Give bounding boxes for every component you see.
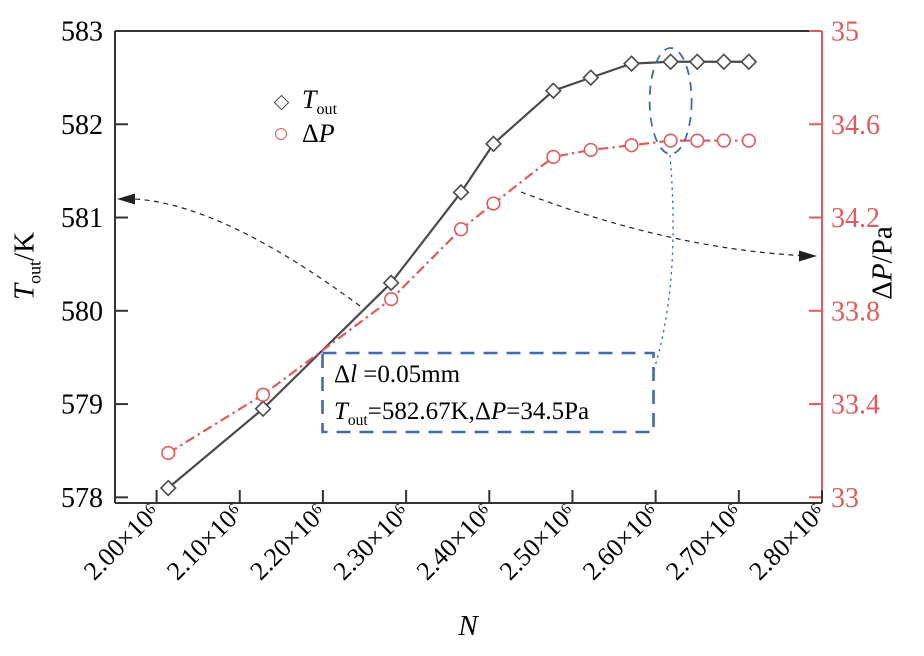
x-tick-label: 2.60×10⁶	[577, 498, 665, 586]
y-right-tick-label: 34.2	[831, 203, 880, 234]
highlight-ellipse	[648, 47, 693, 155]
y-left-tick-label: 579	[61, 390, 103, 421]
dp-data-point	[663, 133, 678, 148]
y-right-prefix: Δ	[866, 281, 899, 300]
y-right-symbol: P	[866, 263, 899, 282]
legend-dp-marker	[272, 128, 290, 140]
annotation-l-symbol: l	[350, 361, 358, 388]
tout-data-point	[452, 183, 470, 201]
dp-data-point	[690, 133, 705, 148]
dp-data-point	[741, 133, 756, 148]
tout-data-point	[688, 53, 706, 71]
dp-data-point	[255, 387, 271, 402]
legend: Tout ΔP	[272, 85, 337, 150]
dp-data-point	[161, 445, 176, 461]
x-tick-label: 2.80×10⁶	[743, 498, 831, 586]
legend-dp-symbol: P	[318, 119, 335, 148]
tout-data-point	[662, 53, 680, 71]
y-axis-left-title: Tout/K	[9, 232, 46, 300]
ellipse-leader-line	[652, 154, 674, 374]
dp-data-point	[583, 142, 598, 158]
legend-tout-subscript: out	[316, 101, 338, 119]
annotation-t-subscript: out	[347, 412, 368, 429]
tout-data-point	[254, 400, 272, 418]
y-right-tick-label: 33	[831, 483, 859, 514]
x-tick-label: 2.30×10⁶	[328, 498, 416, 586]
dp-data-point	[716, 133, 731, 148]
dp-data-point	[486, 196, 501, 211]
diamond-marker-icon	[273, 94, 289, 110]
tout-data-point	[623, 55, 640, 73]
dp-data-point	[384, 292, 399, 307]
tout-data-point	[382, 274, 400, 292]
x-tick-label: 2.50×10⁶	[494, 498, 582, 586]
legend-dp-label: ΔP	[302, 119, 335, 149]
x-axis-title: N	[458, 610, 477, 643]
annotation-box-text: Δl =0.05mm Tout=582.67K,ΔP=34.5Pa	[334, 356, 589, 439]
right-axis-pointer-arrow	[520, 191, 801, 257]
legend-tout-marker	[272, 94, 290, 110]
annotation-t-symbol: T	[334, 398, 348, 425]
x-tick-label: 2.40×10⁶	[411, 498, 499, 586]
dp-data-point	[624, 138, 639, 153]
circle-marker-icon	[275, 128, 287, 140]
annotation-delta: Δ	[334, 361, 351, 388]
legend-item-tout: Tout	[272, 85, 337, 119]
y-axis-right-title: ΔP/Pa	[867, 226, 900, 299]
annotation-p-value: =34.5Pa	[506, 398, 590, 425]
y-right-tick-label: 33.4	[831, 390, 880, 421]
tout-data-point	[159, 479, 177, 497]
dp-data-point	[453, 222, 469, 237]
y-left-tick-label: 578	[61, 483, 103, 514]
left-axis-arrowhead-icon	[117, 193, 135, 205]
legend-item-dp: ΔP	[272, 118, 337, 150]
tout-data-point	[715, 53, 733, 71]
y-right-tick-label: 34.6	[831, 110, 880, 141]
annotation-l-value: =0.05mm	[357, 361, 461, 388]
y-left-symbol: T	[8, 283, 41, 301]
y-left-tick-label: 580	[61, 296, 103, 327]
legend-tout-symbol: T	[302, 84, 317, 114]
x-axis-symbol: N	[458, 610, 478, 642]
legend-dp-prefix: Δ	[302, 119, 319, 148]
tout-data-point	[485, 135, 502, 153]
x-tick-label: 2.70×10⁶	[660, 498, 748, 586]
right-axis-arrowhead-icon	[799, 250, 817, 262]
y-left-tick-label: 581	[61, 203, 103, 234]
annotation-box-frame	[321, 351, 655, 434]
y-left-tick-label: 582	[61, 110, 103, 141]
annotation-p-symbol: P	[490, 398, 507, 425]
annotation-line-2: Tout=582.67K,ΔP=34.5Pa	[334, 393, 589, 439]
y-right-tick-label: 33.8	[831, 296, 880, 327]
y-left-tick-label: 583	[61, 17, 103, 48]
annotation-line-1: Δl =0.05mm	[334, 356, 589, 393]
x-tick-label: 2.10×10⁶	[161, 498, 249, 586]
y-right-unit: /Pa	[866, 226, 899, 264]
annotation-t-value: =582.67K,Δ	[367, 398, 491, 425]
legend-tout-label: Tout	[302, 85, 337, 119]
y-left-unit: /K	[8, 231, 41, 261]
left-axis-pointer-arrow	[133, 198, 361, 307]
dp-data-point	[546, 149, 561, 165]
y-left-subscript: out	[24, 260, 45, 284]
tout-data-point	[544, 82, 562, 100]
y-right-tick-label: 35	[831, 17, 859, 48]
tout-data-point	[740, 53, 758, 71]
x-tick-label: 2.20×10⁶	[244, 498, 332, 586]
tout-data-point	[582, 69, 600, 87]
